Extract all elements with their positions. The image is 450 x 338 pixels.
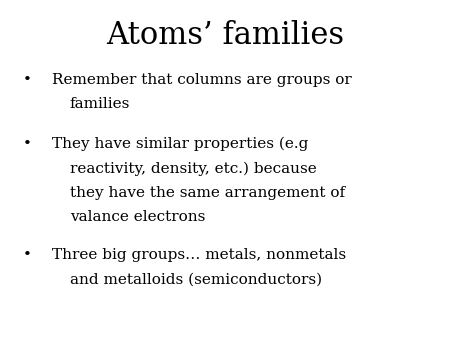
Text: Atoms’ families: Atoms’ families bbox=[106, 20, 344, 51]
Text: and metalloids (semiconductors): and metalloids (semiconductors) bbox=[70, 273, 322, 287]
Text: They have similar properties (e.g: They have similar properties (e.g bbox=[52, 137, 308, 151]
Text: •: • bbox=[22, 137, 32, 151]
Text: Remember that columns are groups or: Remember that columns are groups or bbox=[52, 73, 351, 87]
Text: they have the same arrangement of: they have the same arrangement of bbox=[70, 186, 345, 199]
Text: •: • bbox=[22, 73, 32, 87]
Text: Three big groups… metals, nonmetals: Three big groups… metals, nonmetals bbox=[52, 248, 346, 262]
Text: families: families bbox=[70, 97, 130, 111]
Text: valance electrons: valance electrons bbox=[70, 210, 205, 224]
Text: reactivity, density, etc.) because: reactivity, density, etc.) because bbox=[70, 161, 316, 176]
Text: •: • bbox=[22, 248, 32, 262]
